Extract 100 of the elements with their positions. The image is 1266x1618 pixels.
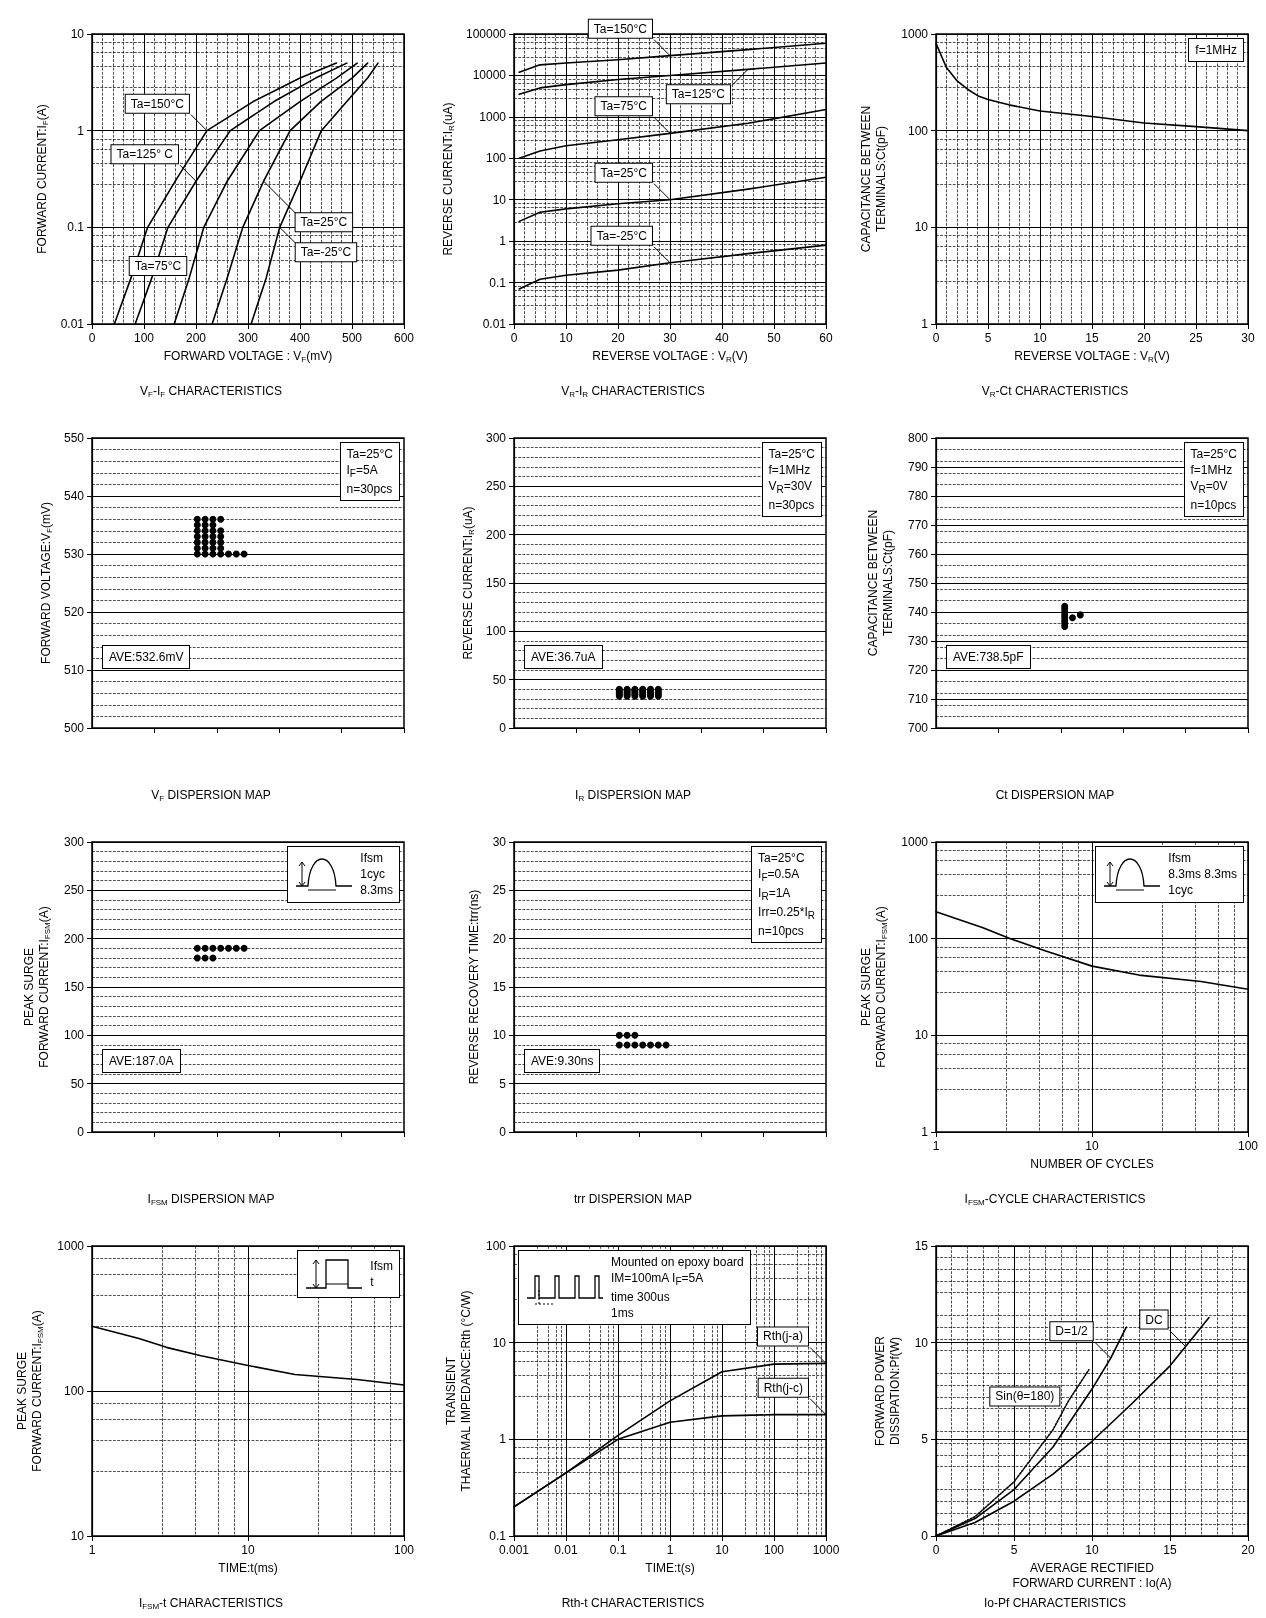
y-tick-label: 770 <box>907 518 929 532</box>
y-tick-label: 30 <box>492 835 507 849</box>
y-tick-label: 10000 <box>472 68 507 83</box>
waveform-diagram: Ifsm 1cyc 8.3ms <box>287 846 400 903</box>
y-tick-label: 10 <box>492 192 507 207</box>
x-tick-label: 10 <box>241 1543 255 1557</box>
y-tick-label: 100 <box>485 624 507 639</box>
waveform-diagram: Ifsm t <box>297 1250 400 1298</box>
y-axis-title: FORWARD VOLTAGE:VF(mV) <box>38 502 54 664</box>
y-tick-label: 0.01 <box>482 317 507 331</box>
y-tick-label: 1000 <box>57 1239 85 1253</box>
x-tick-label: 400 <box>289 331 311 345</box>
x-tick-label: 0 <box>510 331 518 345</box>
y-tick-label: 0 <box>499 1125 507 1139</box>
x-tick-label: 0.01 <box>554 1543 578 1557</box>
x-tick-label: 0 <box>932 331 940 345</box>
y-axis-title: TRANSIENT THAERMAL IMPEDANCE:Rth (°C/W) <box>443 1290 473 1492</box>
y-tick-label: 1000 <box>479 109 507 124</box>
y-tick-label: 10 <box>70 27 85 41</box>
y-axis-title: CAPACITANCE BETWEEN TERMINALS:Ct(pF) <box>858 105 888 253</box>
y-tick-label: 540 <box>63 489 85 503</box>
y-tick-label: 100 <box>907 931 929 946</box>
y-axis-title: FORWARD POWER DISSIPATION:Pf(W) <box>872 1335 902 1446</box>
x-tick-label: 100 <box>763 1543 785 1557</box>
y-axis-title: REVERSE CURRENT:IR(uA) <box>460 506 476 660</box>
x-tick-label: 1000 <box>812 1543 840 1557</box>
x-tick-label: 100 <box>393 1543 415 1557</box>
x-tick-label: 25 <box>1189 331 1203 345</box>
annotation: Rth(j-c) <box>763 1380 803 1395</box>
annotation: Sin(θ=180) <box>995 1389 1055 1404</box>
y-tick-label: 1 <box>499 234 507 249</box>
y-tick-label: 5 <box>499 1076 507 1091</box>
x-tick-label: 5 <box>984 331 992 345</box>
text: Ct DISPERSION MAP <box>995 788 1115 802</box>
annotation: Ifsm 8.3ms 8.3ms 1cyc <box>1168 850 1237 899</box>
annotation: AVE:9.30ns <box>531 1052 594 1069</box>
annotation: Ta=25°C <box>600 165 648 180</box>
x-tick-label: 60 <box>819 331 833 345</box>
y-tick-label: 10 <box>70 1529 85 1543</box>
y-tick-label: 0.01 <box>60 317 85 331</box>
x-tick-label: 0 <box>88 331 96 345</box>
x-axis-title: AVERAGE RECTIFIED FORWARD CURRENT : Io(A) <box>1012 1561 1172 1591</box>
x-tick-label: 1 <box>666 1543 674 1557</box>
waveform-diagram: Ifsm 8.3ms 8.3ms 1cyc <box>1095 846 1244 903</box>
annotation: Ta=125°C <box>671 87 726 102</box>
y-tick-label: 25 <box>492 883 507 898</box>
y-tick-label: 100000 <box>465 27 507 41</box>
y-tick-label: 790 <box>907 460 929 474</box>
annotation: Ta=150°C <box>130 96 185 111</box>
y-tick-label: 0.1 <box>489 275 507 290</box>
y-axis-title: REVERSE RECOVERY TIME:trr(ns) <box>467 889 482 1085</box>
y-tick-label: 15 <box>492 980 507 994</box>
y-tick-label: 760 <box>907 547 929 561</box>
waveform-diagram: Mounted on epoxy board IM=100mA I$_{F}$=5A time 300us 1ms <box>518 1250 751 1326</box>
y-tick-label: 0.1 <box>489 1529 507 1543</box>
y-tick-label: 250 <box>63 883 85 898</box>
annotation: Ta=75°C <box>600 99 648 114</box>
y-tick-label: 15 <box>914 1239 929 1253</box>
x-tick-label: 200 <box>185 331 207 345</box>
y-axis-title: PEAK SURGE FORWARD CURRENT:IFSM(A) <box>14 1310 45 1472</box>
y-tick-label: 730 <box>907 634 929 648</box>
x-tick-label: 0.001 <box>498 1543 530 1557</box>
annotation: Ifsm t <box>370 1257 393 1291</box>
annotation: DC <box>1145 1312 1163 1327</box>
y-tick-label: 10 <box>492 1028 507 1043</box>
annotation: AVE:36.7uA <box>531 648 596 665</box>
y-tick-label: 550 <box>63 431 85 445</box>
y-tick-label: 0 <box>77 1125 85 1139</box>
y-tick-label: 1000 <box>901 27 929 41</box>
y-tick-label: 200 <box>485 527 507 542</box>
y-tick-label: 1 <box>77 123 85 138</box>
y-tick-label: 510 <box>63 663 85 677</box>
annotation: Ta=25°C f=1MHz V$_{R}$=0V n=10pcs <box>1190 446 1237 514</box>
annotation: Ifsm 1cyc 8.3ms <box>360 850 393 899</box>
y-tick-label: 150 <box>485 576 507 590</box>
y-tick-label: 100 <box>907 123 929 138</box>
annotation: Ta=-25°C <box>596 228 648 243</box>
x-tick-label: 5 <box>1010 1543 1018 1557</box>
y-tick-label: 530 <box>63 547 85 561</box>
x-tick-label: 600 <box>393 331 415 345</box>
annotation: AVE:187.0A <box>109 1052 174 1069</box>
y-tick-label: 300 <box>63 835 85 849</box>
x-tick-label: 15 <box>1085 331 1099 345</box>
y-tick-label: 300 <box>485 431 507 445</box>
y-tick-label: 0 <box>921 1529 929 1543</box>
y-axis-title: FORWARD CURRENT:IF(A) <box>35 104 51 254</box>
x-tick-label: 10 <box>715 1543 729 1557</box>
annotation: Rth(j-a) <box>763 1329 804 1344</box>
annotation: Ta=25°C <box>300 215 348 230</box>
y-tick-label: 720 <box>907 663 929 677</box>
y-tick-label: 1 <box>921 317 929 331</box>
y-tick-label: 10 <box>914 1028 929 1043</box>
y-tick-label: 1000 <box>901 835 929 849</box>
x-tick-label: 30 <box>663 331 677 345</box>
text: Ta=25°C I$_{F}$=0.5A I$_{R}$=1A Irr=0.25*I$_{R}$ n=10pcs <box>758 851 815 938</box>
x-axis-title: TIME:t(ms) <box>218 1561 278 1576</box>
x-tick-label: 0 <box>932 1543 940 1557</box>
x-tick-label: 50 <box>767 331 781 345</box>
x-tick-label: 40 <box>715 331 729 345</box>
y-tick-label: 100 <box>63 1384 85 1398</box>
